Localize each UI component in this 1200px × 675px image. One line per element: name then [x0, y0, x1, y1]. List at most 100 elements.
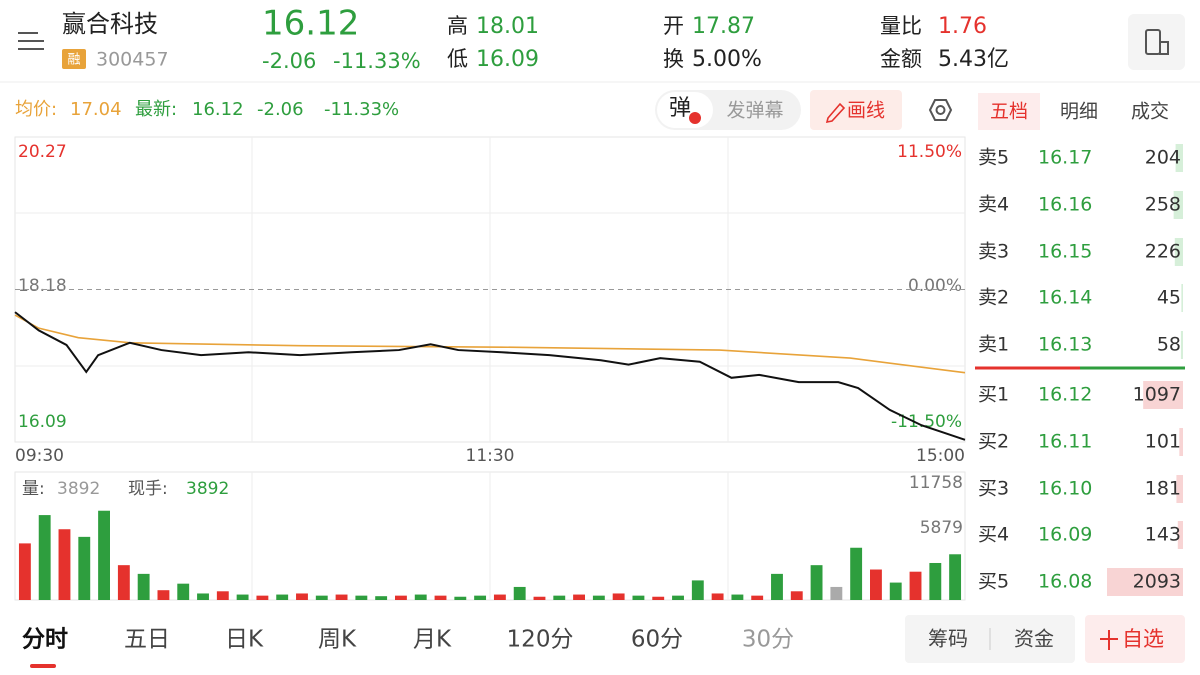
volume-bar: [474, 595, 487, 600]
volume-bar: [929, 562, 942, 600]
active-tab-indicator: [30, 664, 56, 668]
avg-label: 均价:: [15, 99, 57, 120]
volume-bar: [612, 593, 625, 600]
volume-bar: [375, 596, 388, 600]
volume-bar: [395, 595, 407, 600]
volume-bar: [573, 594, 585, 600]
volume-bar: [18, 543, 31, 600]
danmaku-button[interactable]: 弹 发弹幕: [655, 90, 801, 130]
funds-button[interactable]: 资金: [1014, 627, 1054, 651]
menu-icon[interactable]: [18, 32, 44, 50]
book-label: 买4: [978, 524, 1009, 546]
volume-bar: [691, 580, 704, 600]
depth-bar: [1180, 331, 1183, 359]
badge: 融: [67, 53, 80, 68]
volume-bar: [197, 593, 209, 600]
chips-button[interactable]: 筹码: [928, 627, 968, 651]
volume-tick-label: 11758: [909, 473, 963, 493]
depth-bar: [1176, 475, 1183, 503]
label: 高: [447, 14, 468, 38]
volume-bar: [216, 591, 229, 600]
layout-icon[interactable]: [1128, 14, 1185, 70]
time-label: 09:30: [15, 446, 64, 466]
draw-line-button[interactable]: 画线: [810, 90, 902, 130]
price-line: [14, 311, 966, 441]
avg-line: [14, 314, 966, 374]
volume-bar: [771, 573, 783, 600]
depth-bar: [1177, 521, 1183, 549]
book-price: 16.09: [1038, 524, 1092, 546]
settings-icon[interactable]: [928, 99, 953, 121]
volume-bar: [38, 515, 51, 600]
volume-tick-label: 5879: [920, 518, 963, 538]
latest-pct: -11.33%: [324, 99, 399, 120]
period-tab[interactable]: 120分: [507, 627, 574, 653]
period-tab[interactable]: 分时: [22, 627, 68, 653]
time-label: 15:00: [916, 446, 965, 466]
period-tab[interactable]: 日K: [225, 627, 264, 653]
book-label: 买2: [978, 431, 1009, 453]
volume-bar: [236, 594, 249, 600]
volume-bar: [137, 573, 150, 600]
latest-label: 最新:: [135, 99, 177, 120]
side-tab[interactable]: 五档: [990, 101, 1028, 123]
label: 换: [663, 47, 684, 71]
open: 17.87: [692, 14, 755, 39]
badge-bg: [62, 49, 86, 69]
volume-bar: [553, 595, 566, 600]
book-volume: 45: [1157, 287, 1181, 309]
book-price: 16.11: [1038, 431, 1092, 453]
book-label: 买3: [978, 478, 1009, 500]
side-tab[interactable]: 成交: [1131, 101, 1169, 123]
draw-line-text: 画线: [847, 100, 885, 122]
vol-ratio: 1.76: [938, 14, 987, 39]
book-label: 买5: [978, 571, 1009, 593]
depth-bar: [1173, 191, 1183, 219]
volume-value: 3892: [57, 479, 100, 499]
book-price: 16.10: [1038, 478, 1092, 500]
volume-bar: [790, 591, 803, 600]
stock-name: 赢合科技: [62, 10, 158, 38]
period-tab[interactable]: 月K: [413, 627, 452, 653]
grid: [15, 137, 965, 600]
book-price: 16.12: [1038, 384, 1092, 406]
label: 低: [447, 47, 468, 71]
depth-bar: [1107, 568, 1183, 596]
high: 18.01: [476, 14, 539, 39]
book-volume: 226: [1145, 241, 1181, 263]
volume-bar: [830, 586, 843, 600]
period-tab[interactable]: 30分: [742, 627, 794, 653]
book-volume: 258: [1145, 194, 1181, 216]
watch-button[interactable]: 自选: [1085, 615, 1185, 663]
depth-bar: [1143, 381, 1183, 409]
volume-bar: [731, 594, 744, 600]
volume-bar: [513, 586, 526, 600]
time-label: 11:30: [466, 446, 515, 466]
period-tab[interactable]: 五日: [124, 627, 170, 653]
volume-bar: [870, 569, 882, 600]
book-price: 16.17: [1038, 147, 1092, 169]
side-tab[interactable]: 明细: [1060, 101, 1098, 123]
book-volume: 204: [1145, 147, 1181, 169]
volume-bar: [157, 590, 170, 600]
volume-bar: [850, 547, 863, 600]
period-tab[interactable]: 60分: [631, 627, 683, 653]
book-volume: 143: [1145, 524, 1181, 546]
change: -2.06: [262, 49, 316, 73]
volume-bar: [296, 593, 308, 600]
book-label: 卖1: [978, 334, 1009, 356]
stock-code: 300457: [96, 49, 169, 71]
danmaku-icon: 弹: [669, 96, 691, 121]
volume-bar: [414, 594, 427, 600]
volume-bar: [58, 529, 71, 600]
latest: 16.12: [192, 99, 244, 120]
volume-bar: [533, 596, 546, 600]
book-label: 卖2: [978, 287, 1009, 309]
book-volume: 2093: [1133, 571, 1181, 593]
depth-bar: [1179, 428, 1183, 456]
book-volume: 1097: [1133, 384, 1181, 406]
period-tab[interactable]: 周K: [318, 627, 357, 653]
book-label: 卖5: [978, 147, 1009, 169]
volume-bar: [949, 554, 962, 600]
